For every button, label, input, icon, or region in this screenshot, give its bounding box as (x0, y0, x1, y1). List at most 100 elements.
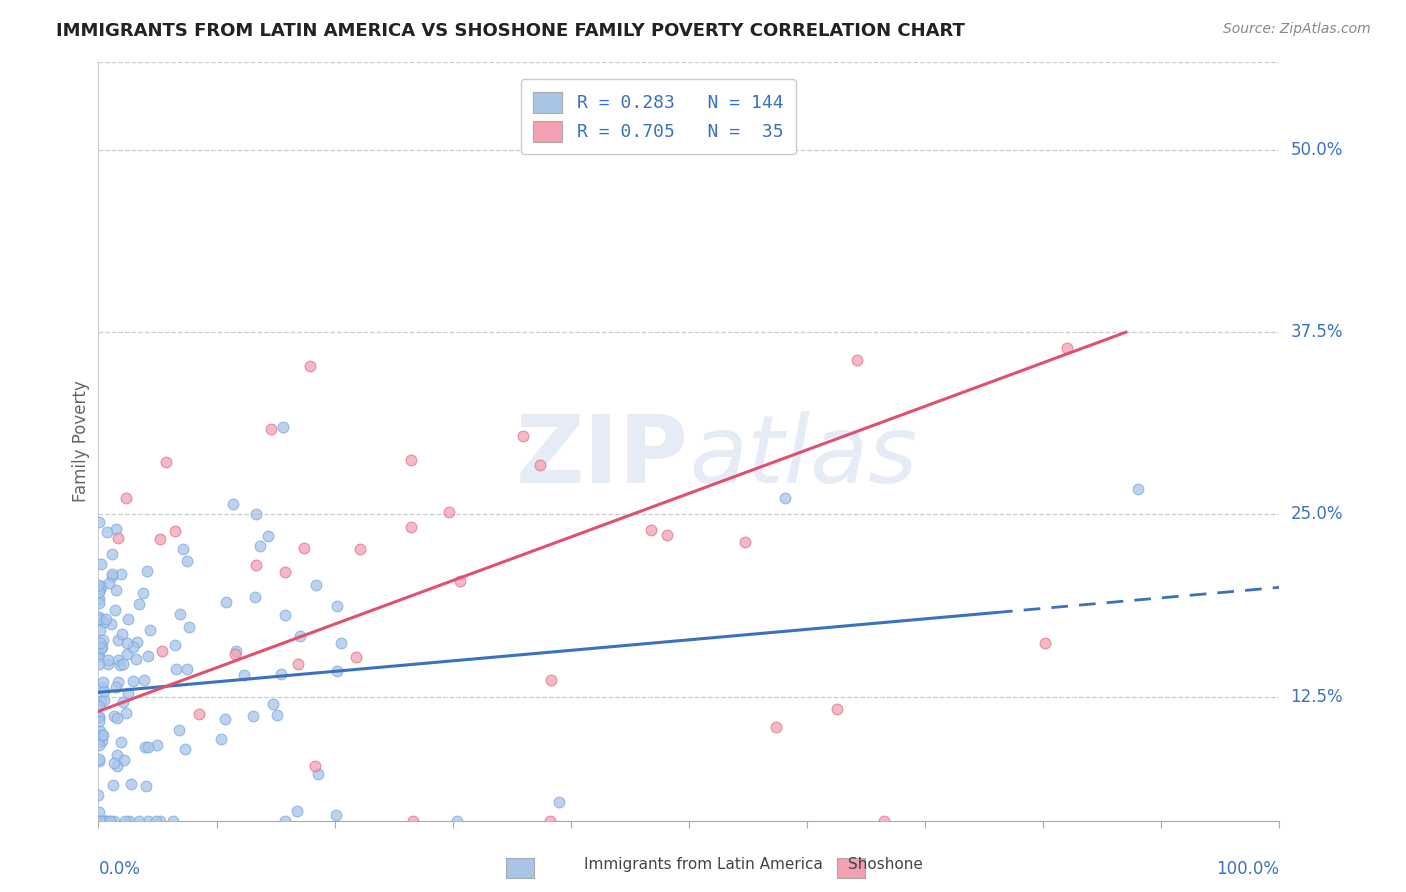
Point (271, 420, 294, 434)
Point (245, 508, 267, 522)
Point (655, 528, 678, 542)
Point (640, 524, 662, 538)
Point (734, 534, 756, 549)
Point (538, 814, 561, 828)
Y-axis label: Family Poverty: Family Poverty (72, 381, 90, 502)
Point (94, 814, 117, 828)
Point (169, 607, 191, 621)
Point (266, 708, 288, 723)
Point (285, 805, 308, 819)
Point (89, 515, 111, 529)
Point (89, 582, 111, 597)
Point (87, 578, 110, 592)
Point (827, 702, 849, 716)
Point (89, 714, 111, 728)
Point (270, 667, 292, 681)
Point (214, 712, 236, 726)
Point (114, 491, 136, 506)
Point (131, 586, 153, 600)
Point (134, 739, 156, 754)
Point (87, 814, 110, 828)
Point (149, 533, 172, 547)
Point (91, 728, 114, 742)
Point (121, 640, 143, 655)
Point (87, 584, 110, 599)
Point (162, 814, 184, 828)
Point (115, 706, 138, 720)
Point (873, 814, 896, 828)
Point (104, 680, 127, 694)
Point (125, 652, 148, 666)
Text: 100.0%: 100.0% (1216, 860, 1279, 878)
Point (112, 695, 135, 709)
Point (87, 699, 110, 714)
Point (773, 491, 796, 505)
Point (274, 814, 297, 828)
Point (176, 662, 198, 676)
Point (128, 597, 150, 611)
Point (110, 734, 132, 748)
Point (224, 647, 246, 661)
Point (450, 574, 472, 589)
Point (134, 673, 156, 687)
Point (87, 754, 110, 768)
Point (288, 629, 311, 643)
Point (90, 579, 112, 593)
Point (89, 612, 111, 626)
Point (330, 636, 353, 650)
Point (97, 653, 120, 667)
Point (274, 565, 297, 579)
Point (87, 645, 110, 659)
Point (100, 617, 122, 632)
Point (87, 789, 110, 803)
Legend: R = 0.283   N = 144, R = 0.705   N =  35: R = 0.283 N = 144, R = 0.705 N = 35 (520, 79, 796, 154)
Text: 12.5%: 12.5% (1291, 688, 1343, 706)
Point (89, 738, 111, 752)
Point (103, 814, 125, 828)
Point (87, 814, 110, 828)
Point (274, 607, 297, 622)
Point (298, 359, 321, 374)
Point (155, 455, 177, 469)
Point (145, 814, 167, 828)
Point (89, 591, 111, 606)
Point (90, 814, 112, 828)
Point (1126, 482, 1149, 496)
Point (174, 742, 197, 756)
Point (167, 723, 190, 737)
Text: Source: ZipAtlas.com: Source: ZipAtlas.com (1223, 22, 1371, 37)
Point (91, 633, 114, 648)
Point (437, 505, 460, 519)
Point (209, 732, 232, 747)
Point (91, 675, 114, 690)
Point (349, 541, 371, 556)
Point (128, 814, 150, 828)
Point (215, 594, 238, 608)
Text: Immigrants from Latin America: Immigrants from Latin America (583, 857, 823, 872)
Point (87, 735, 110, 749)
Text: Shoshone: Shoshone (848, 857, 924, 872)
Point (111, 657, 134, 671)
Point (90, 640, 112, 655)
Point (87, 650, 110, 665)
Point (89, 623, 111, 637)
Point (150, 644, 173, 658)
Point (287, 657, 309, 671)
Point (242, 709, 264, 723)
Point (87, 647, 110, 661)
Point (96, 612, 118, 626)
Point (93, 814, 115, 828)
Text: 37.5%: 37.5% (1291, 323, 1343, 341)
Point (107, 633, 129, 648)
Point (304, 759, 326, 773)
Point (399, 452, 422, 467)
Point (176, 553, 198, 567)
Point (87, 610, 110, 624)
Point (146, 739, 169, 753)
Point (529, 458, 551, 473)
Point (326, 599, 349, 613)
Point (87, 710, 110, 724)
Point (165, 524, 187, 538)
Point (115, 636, 138, 650)
Point (512, 429, 534, 443)
